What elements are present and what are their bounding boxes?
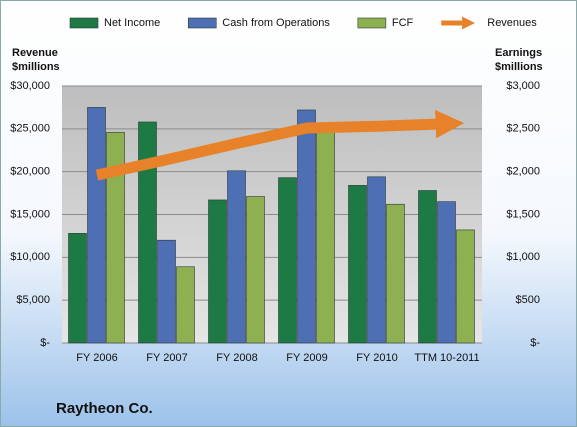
x-tick-label: TTM 10-2011: [414, 352, 479, 364]
legend-label: FCF: [392, 17, 414, 29]
bar: [87, 107, 106, 344]
y-tick-label: $20,000: [10, 166, 50, 178]
y2-tick-label: $3,000: [506, 80, 540, 92]
bar: [456, 229, 475, 344]
bar: [367, 176, 386, 344]
y2-axis-label: Earnings $millions: [495, 47, 543, 73]
bar: [437, 201, 456, 344]
bar: [138, 121, 157, 344]
bar: [297, 109, 316, 344]
chart-title: Raytheon Co.: [56, 400, 153, 417]
bar: [208, 199, 227, 344]
bar: [246, 196, 265, 344]
legend-swatch: [69, 17, 99, 29]
legend-label: Net Income: [104, 17, 160, 29]
bar: [386, 203, 405, 344]
y2-tick-label: $500: [516, 294, 540, 306]
y-tick-label: $-: [40, 337, 50, 349]
bar: [348, 185, 367, 344]
y2-tick-label: $2,000: [506, 166, 540, 178]
x-tick-label: FY 2007: [146, 352, 187, 364]
y-axis-label: Revenue $millions: [12, 47, 60, 73]
x-tick-label: FY 2008: [216, 352, 257, 364]
y2-tick-label: $2,500: [506, 123, 540, 135]
bar: [68, 233, 87, 344]
line-series: [95, 109, 465, 181]
x-tick-label: FY 2010: [356, 352, 397, 364]
x-tick-label: FY 2006: [76, 352, 117, 364]
x-tick-label: FY 2009: [286, 352, 327, 364]
bar: [176, 266, 195, 344]
y-tick-label: $25,000: [10, 123, 50, 135]
y-tick-label: $10,000: [10, 251, 50, 263]
y2-tick-label: $1,500: [506, 208, 540, 220]
legend-label: Cash from Operations: [222, 17, 330, 29]
y-tick-label: $30,000: [10, 80, 50, 92]
bar: [157, 239, 176, 344]
y-tick-label: $5,000: [16, 294, 50, 306]
y2-tick-label: $1,000: [506, 251, 540, 263]
bar: [106, 131, 125, 344]
bar: [418, 190, 437, 344]
y-tick-label: $15,000: [10, 208, 50, 220]
legend-swatch: [357, 17, 387, 29]
legend-swatch: [187, 17, 217, 29]
legend-label: Revenues: [487, 17, 537, 29]
bar: [278, 177, 297, 344]
bar: [316, 131, 335, 344]
bar: [227, 170, 246, 344]
y2-tick-label: $-: [530, 337, 540, 349]
